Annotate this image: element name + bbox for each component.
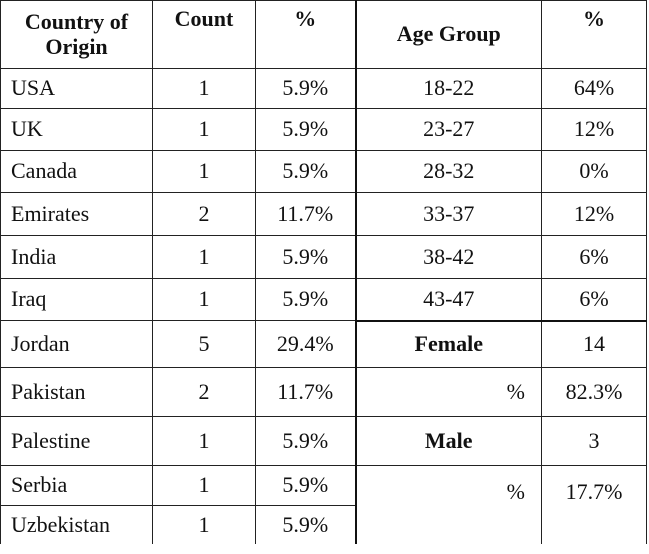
percent-cell: 11.7%	[255, 192, 356, 236]
age-group-cell: 28-32	[354, 150, 542, 193]
count-cell: 1	[152, 235, 256, 279]
country-cell: Uzbekistan	[0, 505, 153, 544]
age-percent-cell: 6%	[541, 235, 647, 279]
age-group-header: Age Group	[354, 0, 542, 69]
age-percent-header: %	[541, 0, 647, 69]
age-percent-cell: 6%	[541, 278, 647, 321]
count-cell: 1	[152, 150, 256, 193]
country-cell: UK	[0, 108, 153, 151]
count-cell: 1	[152, 505, 256, 544]
country-cell: Serbia	[0, 465, 153, 506]
empty-cell	[541, 505, 647, 544]
percent-cell: 5.9%	[255, 150, 356, 193]
count-cell: 1	[152, 465, 256, 506]
count-header: Count	[152, 0, 256, 69]
age-group-cell: 23-27	[354, 108, 542, 151]
age-group-cell: 18-22	[354, 68, 542, 109]
age-percent-cell: 64%	[541, 68, 647, 109]
male-percent-label: %	[354, 465, 542, 544]
table-row: Palestine 1 5.9% Male 3	[0, 416, 647, 466]
country-cell: Emirates	[0, 192, 153, 236]
age-percent-cell: 12%	[541, 192, 647, 236]
age-percent-cell: 0%	[541, 150, 647, 193]
count-cell: 1	[152, 416, 256, 466]
count-cell: 1	[152, 278, 256, 321]
count-cell: 1	[152, 108, 256, 151]
count-cell: 2	[152, 367, 256, 417]
percent-cell: 5.9%	[255, 416, 356, 466]
demographics-table: Country of Origin Count % Age Group % US…	[0, 0, 647, 544]
table-row: USA 1 5.9% 18-22 64%	[0, 68, 647, 109]
table-row: Uzbekistan 1 5.9%	[0, 505, 647, 544]
count-cell: 2	[152, 192, 256, 236]
female-percent-label: %	[354, 367, 542, 417]
country-cell: Pakistan	[0, 367, 153, 417]
country-header: Country of Origin	[0, 0, 153, 69]
age-group-cell: 43-47	[354, 278, 542, 321]
table-row: Canada 1 5.9% 28-32 0%	[0, 150, 647, 193]
male-percent: 17.7%	[541, 465, 647, 506]
age-percent-cell: 12%	[541, 108, 647, 151]
count-cell: 5	[152, 320, 256, 368]
age-group-cell: 33-37	[354, 192, 542, 236]
percent-cell: 5.9%	[255, 278, 356, 321]
male-count: 3	[541, 416, 647, 466]
table-row: UK 1 5.9% 23-27 12%	[0, 108, 647, 151]
percent-cell: 11.7%	[255, 367, 356, 417]
header-row: Country of Origin Count % Age Group %	[0, 0, 647, 69]
female-count: 14	[541, 319, 647, 368]
table-row: Pakistan 2 11.7% % 82.3%	[0, 367, 647, 417]
country-cell: Jordan	[0, 320, 153, 368]
country-cell: USA	[0, 68, 153, 109]
percent-cell: 29.4%	[255, 320, 356, 368]
table-row: Iraq 1 5.9% 43-47 6%	[0, 278, 647, 321]
male-label: Male	[354, 416, 542, 466]
age-group-cell: 38-42	[354, 235, 542, 279]
percent-cell: 5.9%	[255, 108, 356, 151]
table-row: Serbia 1 5.9% % 17.7%	[0, 465, 647, 544]
country-percent-header: %	[255, 0, 356, 69]
female-label: Female	[354, 319, 542, 368]
count-cell: 1	[152, 68, 256, 109]
female-percent: 82.3%	[541, 367, 647, 417]
percent-cell: 5.9%	[255, 68, 356, 109]
country-cell: India	[0, 235, 153, 279]
table-row: Emirates 2 11.7% 33-37 12%	[0, 192, 647, 236]
country-cell: Iraq	[0, 278, 153, 321]
percent-cell: 5.9%	[255, 235, 356, 279]
percent-cell: 5.9%	[255, 465, 356, 506]
country-cell: Palestine	[0, 416, 153, 466]
percent-cell: 5.9%	[255, 505, 356, 544]
table-row: India 1 5.9% 38-42 6%	[0, 235, 647, 279]
table-row: Jordan 5 29.4% Female 14	[0, 319, 647, 368]
country-cell: Canada	[0, 150, 153, 193]
